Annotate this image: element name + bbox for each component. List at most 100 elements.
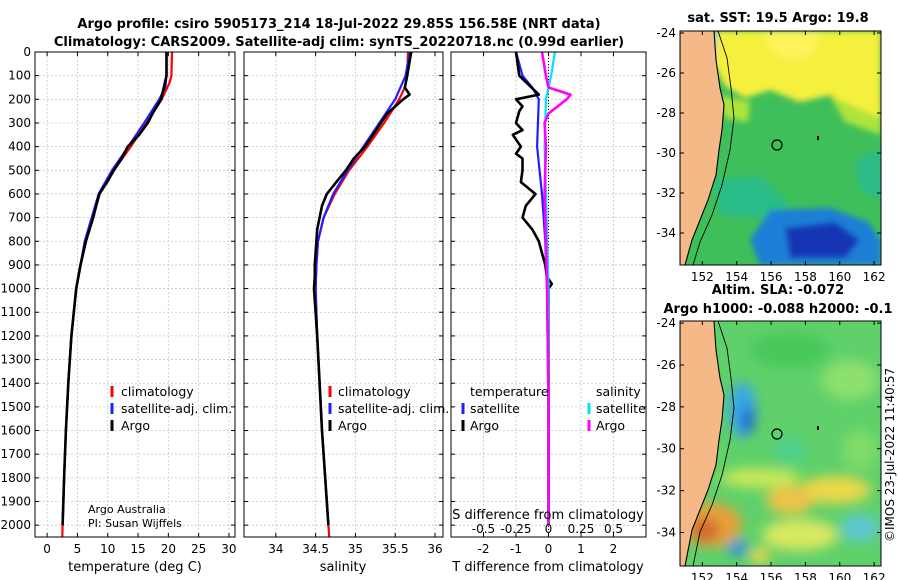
map-y-tick-label: -30: [656, 442, 676, 456]
y-tick-label: 1100: [0, 305, 31, 319]
map-x-tick-label: 160: [828, 270, 851, 284]
x-tick-label: 10: [100, 542, 115, 556]
map-y-tick-label: -32: [656, 186, 676, 200]
x-tick-label: -2: [478, 542, 490, 556]
map-y-tick-label: -28: [656, 106, 676, 120]
s-tick-label: 0.5: [604, 522, 623, 536]
y-tick-label: 1700: [0, 447, 31, 461]
x-tick-label: 0: [545, 542, 553, 556]
sst-map-title: sat. SST: 19.5 Argo: 19.8: [687, 11, 868, 26]
x-tick-label: -1: [510, 542, 522, 556]
salinity-legend: climatology satellite-adj. clim. Argo: [328, 384, 449, 433]
sst-map: [680, 31, 881, 265]
temperature-panel: 0 5 10 15 20 25 300100200300400500600700800900…: [0, 45, 236, 556]
map-x-tick-label: 152: [691, 270, 714, 284]
y-tick-label: 1300: [0, 353, 31, 367]
map-y-tick-label: -24: [656, 26, 676, 40]
map-x-tick-label: 154: [725, 571, 748, 580]
map-x-tick-label: 156: [760, 270, 783, 284]
series-line-argo: [61, 52, 168, 526]
map-x-tick-label: 162: [863, 571, 886, 580]
x-tick-label: 1: [577, 542, 585, 556]
map-y-tick-label: -26: [656, 66, 676, 80]
map-y-tick-label: -26: [656, 358, 676, 372]
legend-label-s-satellite: satellite: [596, 401, 646, 416]
sst-map-axes: 152 154 156 158 160 162 -24 -26 -28 -30 -32 -34: [656, 26, 885, 284]
difference-panel: -2 -1 0 1 2 -0.5 -0.25 0 0.25 0.5: [450, 51, 647, 556]
sla-map-axes: 152 154 156 158 160 162 -24 -26 -28 -30 -32 -34: [656, 316, 885, 580]
sla-map-title1: Altim. SLA: -0.072: [712, 283, 844, 298]
footer-stamp: ©IMOS 23-Jul-2022 11:40:57: [883, 368, 897, 542]
y-tick-label: 800: [8, 234, 31, 248]
y-tick-label: 1200: [0, 329, 31, 343]
legend-label-satellite: satellite-adj. clim.: [338, 401, 449, 416]
map-x-tick-label: 160: [828, 571, 851, 580]
legend-label-t-satellite: satellite: [470, 401, 520, 416]
legend-label-satellite: satellite-adj. clim.: [121, 401, 232, 416]
y-tick-label: 100: [8, 69, 31, 83]
salinity-panel: 34 34.5 35 35.5 36: [243, 51, 444, 556]
y-tick-label: 1400: [0, 376, 31, 390]
grid: [244, 51, 443, 537]
map-y-tick-label: -32: [656, 484, 676, 498]
y-tick-label: 2000: [0, 518, 31, 532]
difference-legend: temperature salinity satellite Argo sate…: [461, 384, 646, 433]
s-tick-label: -0.5: [472, 522, 495, 536]
legend-label-s-argo: Argo: [596, 418, 625, 433]
x-axis-label-t-difference: T difference from climatology: [451, 560, 644, 575]
x-tick-label: 35: [348, 542, 363, 556]
temperature-legend: climatology satellite-adj. clim. Argo: [110, 384, 232, 433]
series-line-climatology: [61, 52, 174, 537]
x-tick-label: 5: [74, 542, 82, 556]
map-x-tick-label: 154: [725, 270, 748, 284]
chart-title-line1: Argo profile: csiro 5905173_214 18-Jul-2…: [77, 17, 600, 32]
legend-label-argo: Argo: [338, 418, 367, 433]
x-tick-label: 15: [130, 542, 145, 556]
s-tick-label: 0.25: [568, 522, 595, 536]
series-line-salinity-argo: [540, 52, 572, 526]
x-axis-label-s-difference: S difference from climatology: [452, 508, 644, 523]
legend-title-temperature: temperature: [470, 384, 549, 399]
argo-location-marker-sla: [771, 428, 783, 440]
map-y-tick-label: -34: [656, 525, 676, 539]
series-line-argo: [312, 52, 413, 526]
legend-title-salinity: salinity: [596, 384, 641, 399]
chart-title-line2: Climatology: CARS2009. Satellite-adj cli…: [54, 35, 624, 50]
y-tick-label: 1900: [0, 495, 31, 509]
y-tick-label: 600: [8, 187, 31, 201]
y-tick-label: 0: [23, 45, 31, 59]
plot-frame: [243, 51, 444, 538]
map-x-tick-label: 158: [794, 571, 817, 580]
legend-label-argo: Argo: [121, 418, 150, 433]
y-tick-label: 1800: [0, 471, 31, 485]
map-x-tick-label: 156: [760, 571, 783, 580]
plot-frame: [34, 51, 236, 538]
y-tick-label: 500: [8, 163, 31, 177]
map-x-tick-label: 152: [691, 571, 714, 580]
x-tick-label: 25: [191, 542, 206, 556]
y-tick-label: 1000: [0, 282, 31, 296]
s-tick-label: -0.25: [500, 522, 531, 536]
y-tick-label: 200: [8, 92, 31, 106]
x-tick-label: 0: [43, 542, 51, 556]
map-x-tick-label: 158: [794, 270, 817, 284]
x-tick-label: 2: [610, 542, 618, 556]
argo-location-marker-sst: [771, 139, 783, 151]
sla-map: [680, 321, 881, 566]
x-tick-label: 34.5: [302, 542, 329, 556]
note-argo-australia: Argo Australia: [88, 503, 166, 516]
x-axis-label-temperature: temperature (deg C): [68, 560, 202, 575]
legend-label-climatology: climatology: [338, 384, 411, 399]
series-line-climatology: [314, 52, 410, 537]
map-y-tick-label: -24: [656, 316, 676, 330]
x-tick-label: 35.5: [382, 542, 409, 556]
x-tick-label: 30: [221, 542, 236, 556]
legend-label-t-argo: Argo: [470, 418, 499, 433]
sla-map-title2: Argo h1000: -0.088 h2000: -0.1: [663, 302, 892, 317]
y-tick-label: 300: [8, 116, 31, 130]
x-tick-label: 20: [161, 542, 176, 556]
x-axis-label-salinity: salinity: [320, 560, 367, 575]
note-pi: PI: Susan Wijffels: [88, 517, 182, 530]
s-tick-label: 0: [545, 522, 553, 536]
